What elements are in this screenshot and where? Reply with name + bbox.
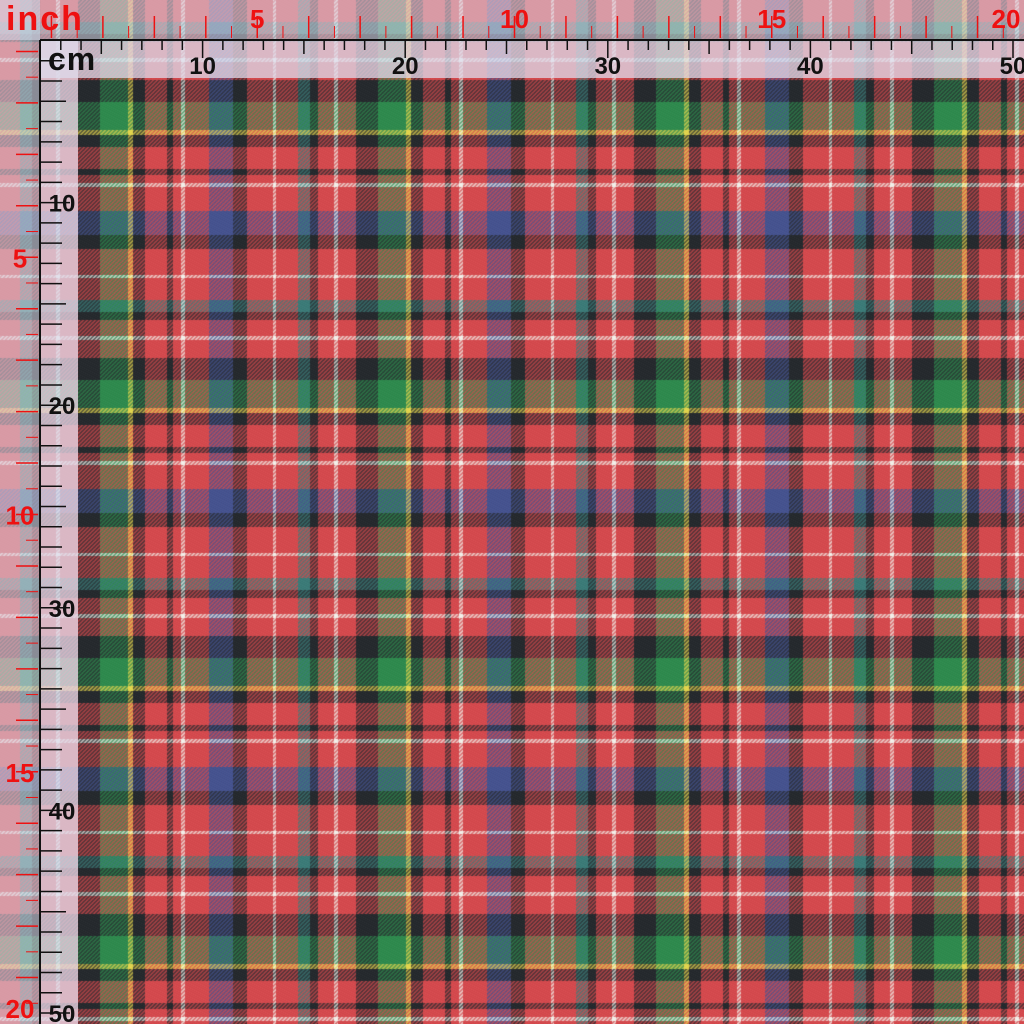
inch-label-top: 5: [250, 4, 264, 34]
inch-label-left: 5: [13, 243, 27, 273]
cm-label-left: 10: [49, 191, 76, 218]
cm-unit-label: cm: [48, 41, 97, 77]
cm-label-left: 50: [49, 1001, 76, 1024]
cm-label-top: 20: [392, 53, 419, 80]
inch-label-top: 15: [757, 4, 786, 34]
inch-label-top: 20: [992, 4, 1021, 34]
inch-unit-label: inch: [6, 0, 84, 38]
inch-label-left: 20: [6, 994, 35, 1024]
cm-label-top: 30: [594, 53, 621, 80]
inch-label-left: 10: [6, 501, 35, 531]
cm-label-left: 40: [49, 798, 76, 825]
cm-label-top: 50: [1000, 53, 1024, 80]
cm-label-left: 20: [49, 393, 76, 420]
inch-label-left: 15: [6, 758, 35, 788]
cm-ruler-band-top: [40, 40, 1024, 78]
cm-label-left: 30: [49, 596, 76, 623]
cm-ruler-band-left: [40, 40, 78, 1024]
cm-label-top: 10: [189, 53, 216, 80]
inch-ruler-band-left: [0, 0, 40, 1024]
inch-ruler-band-top: [0, 0, 1024, 40]
inch-label-top: 10: [500, 4, 529, 34]
cm-label-top: 40: [797, 53, 824, 80]
